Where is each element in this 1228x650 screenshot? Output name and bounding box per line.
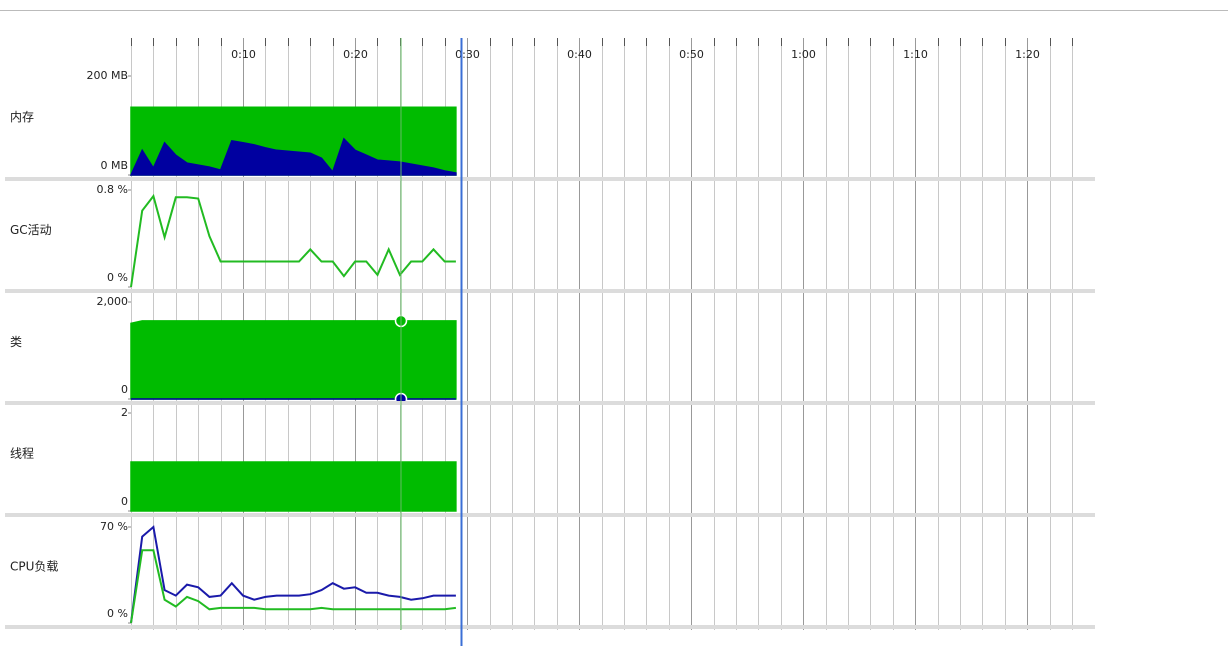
area	[130, 106, 457, 176]
y-tick-label: 2	[121, 406, 128, 419]
y-tick-label: 0.8 %	[97, 183, 128, 196]
line	[130, 549, 457, 624]
panel-separator	[5, 625, 1095, 629]
x-tick-label: 1:10	[903, 48, 928, 61]
y-tick-label: 2,000	[97, 295, 129, 308]
panel-title: CPU负载	[10, 560, 58, 574]
panel-separator	[5, 177, 1095, 181]
y-tick-label: 70 %	[100, 520, 128, 533]
panel-title: 类	[10, 335, 22, 349]
area	[129, 137, 457, 176]
x-tick-label: 0:40	[567, 48, 592, 61]
x-tick-label: 0:20	[343, 48, 368, 61]
y-tick-label: 0 %	[107, 271, 128, 284]
y-tick-label: 0	[121, 495, 128, 508]
x-tick-label: 0:50	[679, 48, 704, 61]
y-tick-label: 0 MB	[100, 159, 128, 172]
x-tick-label: 0:30	[455, 48, 480, 61]
x-tick-label: 0:10	[231, 48, 256, 61]
y-tick-label: 200 MB	[86, 69, 128, 82]
panel-title: 线程	[10, 446, 34, 461]
panel-separator	[5, 289, 1095, 293]
line	[130, 193, 456, 288]
panel-separator	[5, 513, 1095, 517]
line	[130, 525, 456, 624]
panel-separator	[5, 401, 1095, 405]
x-tick-label: 1:00	[791, 48, 816, 61]
area	[130, 461, 457, 512]
panel-title: GC活动	[10, 223, 52, 237]
area	[130, 320, 457, 400]
panel-title: 内存	[10, 110, 34, 124]
x-tick-label: 1:20	[1015, 48, 1040, 61]
y-tick-label: 0	[121, 383, 128, 396]
y-tick-label: 0 %	[107, 607, 128, 620]
